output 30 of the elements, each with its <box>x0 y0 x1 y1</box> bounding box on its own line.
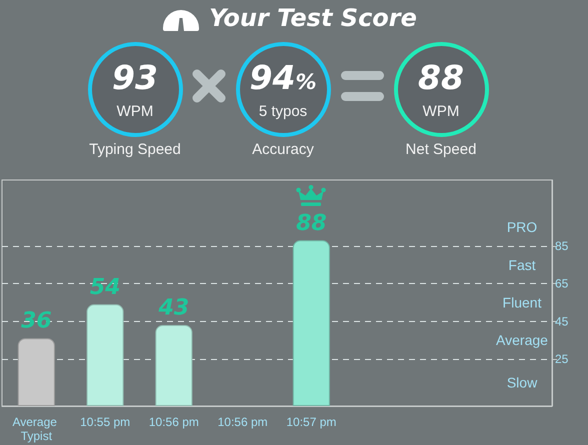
y-tick-label: 25 <box>555 352 569 366</box>
annotation: PRO <box>506 219 538 236</box>
category-label: Accuracy <box>251 141 315 159</box>
data-label: 43 <box>158 296 190 321</box>
annotation: Fluent <box>502 294 542 310</box>
annotation: Slow <box>506 374 538 390</box>
x-tick-label: 10:57 pm <box>286 415 336 429</box>
category-label: Typing Speed <box>88 141 182 159</box>
text: 5 typos <box>258 103 308 121</box>
text: 88 <box>418 58 464 97</box>
text: WPM <box>116 103 154 121</box>
data-label: 88 <box>296 210 327 236</box>
y-tick-label: 65 <box>555 276 569 291</box>
text: 93 <box>112 58 158 97</box>
y-tick-label: 45 <box>555 314 569 328</box>
annotation: Average <box>496 332 548 348</box>
annotation: Fast <box>508 256 536 273</box>
category-label: Net Speed <box>404 141 478 159</box>
data-label: 36 <box>21 308 52 334</box>
text: Your Test Score <box>209 3 417 33</box>
bar <box>155 325 192 406</box>
text: 94% <box>250 58 316 97</box>
y-tick-label: 85 <box>555 238 569 253</box>
text: WPM <box>422 103 460 121</box>
x-tick-label: 10:56 pm <box>148 415 199 429</box>
bar <box>292 240 330 406</box>
x-tick-label: 10:55 pm <box>80 415 130 429</box>
bar <box>86 304 124 406</box>
x-tick-label: 10:56 pm <box>218 415 268 429</box>
x-tick-label: Average Typist <box>12 415 60 443</box>
